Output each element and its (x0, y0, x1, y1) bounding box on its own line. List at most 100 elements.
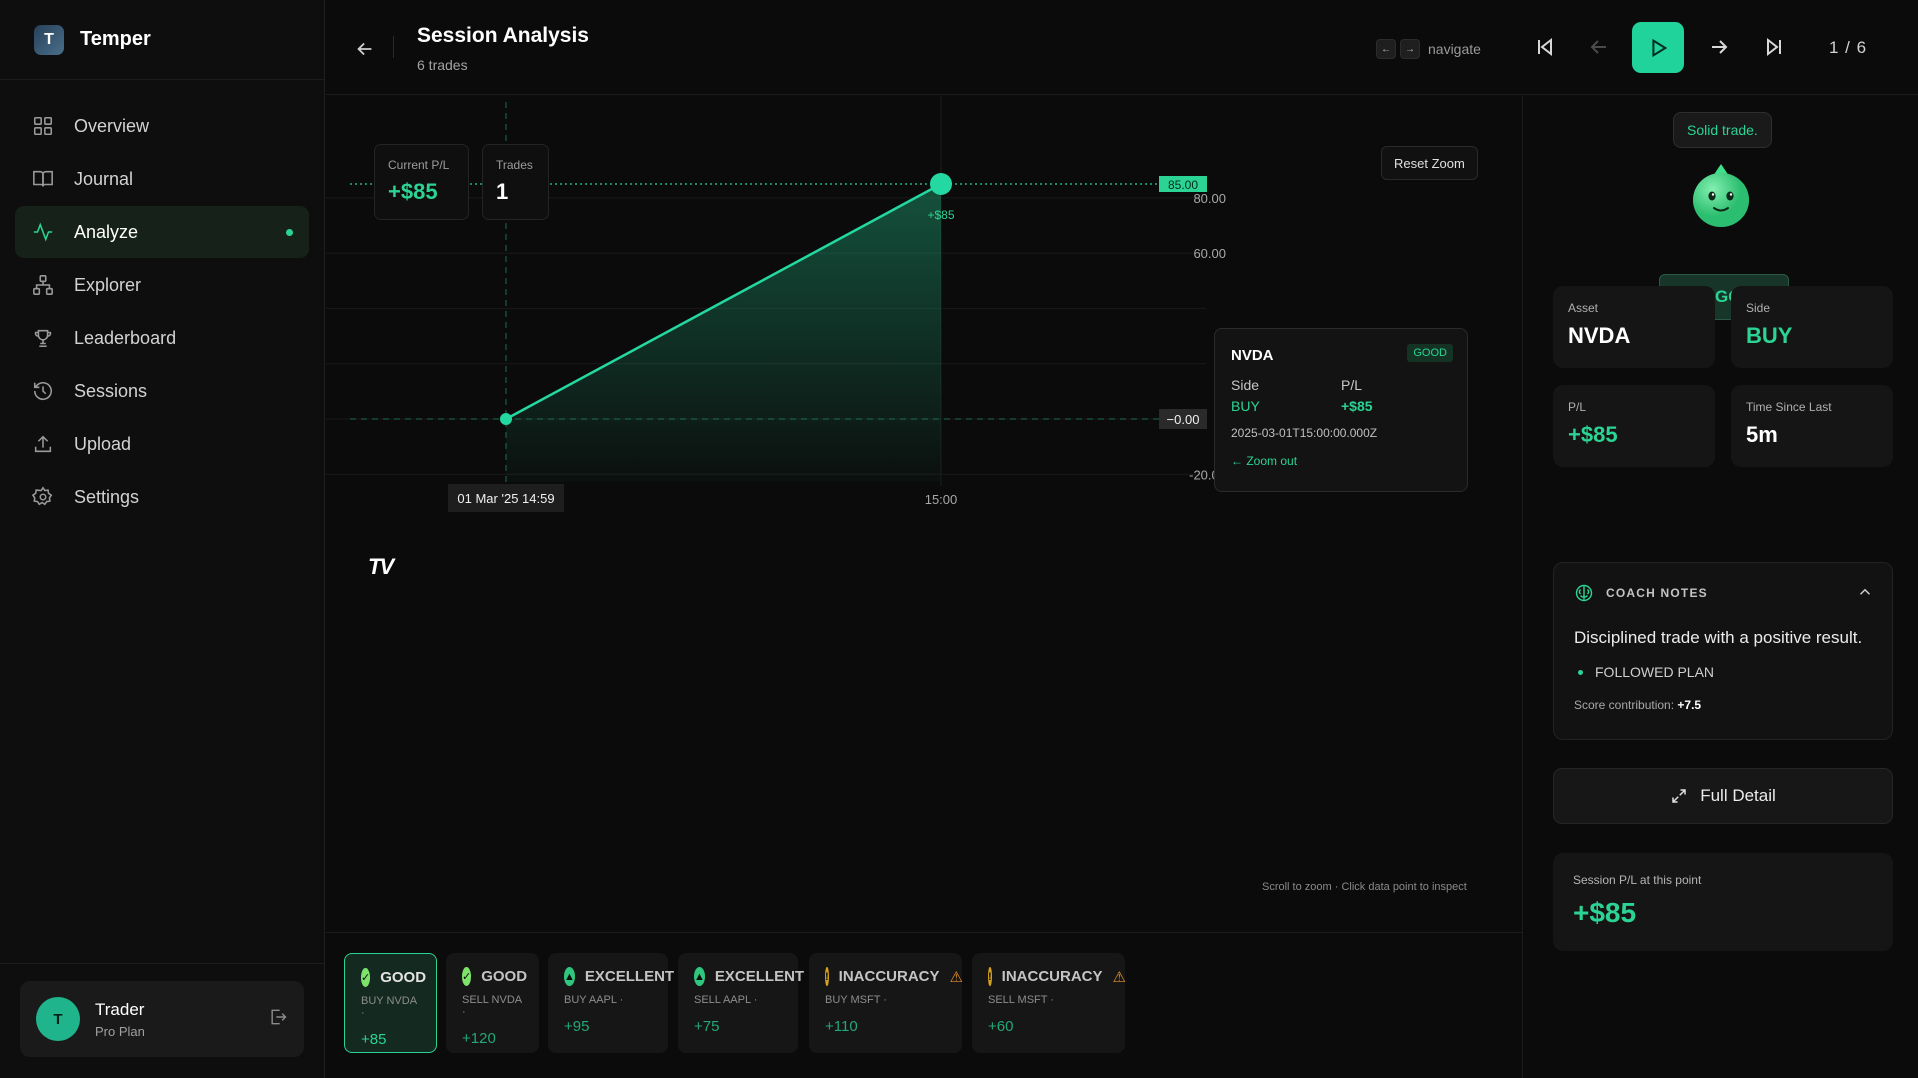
tooltip-timestamp: 2025-03-01T15:00:00.000Z (1231, 426, 1378, 440)
trades-label: Trades (496, 158, 533, 172)
session-pl-label: Session P/L at this point (1573, 873, 1702, 887)
data-label: +$85 (927, 208, 954, 222)
zoom-out-link[interactable]: ← Zoom out (1231, 454, 1298, 468)
y-tick-label: 60.00 (1193, 246, 1226, 261)
expand-icon (1672, 789, 1686, 803)
tooltip-grade-badge: GOOD (1407, 344, 1453, 362)
brand[interactable]: T Temper (0, 0, 324, 80)
trade-description: BUY NVDA · (361, 995, 417, 1019)
page-subtitle: 6 trades (417, 57, 468, 73)
trade-card-header: ✓ GOOD (361, 968, 426, 987)
sidebar-item-upload[interactable]: Upload (15, 418, 309, 470)
skip-to-end-icon[interactable] (1762, 35, 1788, 61)
trade-pl: +110 (825, 1018, 858, 1035)
scroll-hint: Scroll to zoom · Click data point to ins… (1262, 881, 1467, 893)
chart-area[interactable]: +$85 80.00 60.00 -20.00 85.00 −0.00 01 Mar '25… (326, 96, 1522, 931)
data-point (930, 173, 952, 195)
sidebar-item-analyze[interactable]: Analyze (15, 206, 309, 258)
user-card[interactable]: T Trader Pro Plan (20, 981, 304, 1057)
tooltip-pl-label: P/L (1341, 377, 1363, 393)
y-tick-label: 80.00 (1193, 191, 1226, 206)
next-arrow-icon[interactable] (1707, 35, 1733, 61)
sidebar-item-label: Explorer (74, 274, 142, 295)
sidebar-item-label: Analyze (74, 221, 139, 242)
trade-card-header: ▲ EXCELLENT (564, 967, 674, 986)
sidebar-item-label: Leaderboard (74, 327, 177, 348)
back-arrow-icon[interactable] (354, 38, 376, 60)
full-detail-label: Full Detail (1700, 786, 1776, 805)
trade-grade: GOOD (380, 969, 427, 986)
trade-card[interactable]: ▲ EXCELLENT BUY AAPL · +95 (548, 953, 674, 1053)
logout-icon[interactable] (268, 1007, 288, 1032)
coach-notes-title: COACH NOTES (1606, 586, 1708, 600)
session-pl-value: +$85 (1573, 897, 1637, 928)
warning-icon: ⚠ (949, 968, 963, 986)
zero-marker (1159, 409, 1207, 429)
trade-card[interactable]: ! INACCURACY ⚠ BUY MSFT · +110 (809, 953, 963, 1053)
zero-marker-label: −0.00 (1167, 412, 1200, 427)
trade-card-header: ! INACCURACY ⚠ (825, 967, 963, 986)
sidebar-item-sessions[interactable]: Sessions (15, 365, 309, 417)
upload-icon (31, 432, 55, 456)
coach-notes-tag: FOLLOWED PLAN (1574, 664, 1872, 680)
tooltip-grid: Side BUY P/L +$85 (1231, 377, 1451, 414)
session-pl-card: Session P/L at this point +$85 (1553, 853, 1893, 951)
play-button[interactable] (1632, 22, 1684, 73)
thumbs-up-icon: ▲ (564, 967, 575, 986)
trade-description: SELL NVDA · (462, 994, 522, 1018)
trades-stat: Trades 1 (482, 144, 549, 220)
data-point (500, 413, 512, 425)
x-tick-label: 15:00 (925, 492, 958, 507)
pl-card: P/L +$85 (1553, 385, 1715, 467)
sidebar-item-journal[interactable]: Journal (15, 153, 309, 205)
pl-series-line (505, 182, 942, 421)
reset-zoom-button[interactable]: Reset Zoom (1381, 146, 1478, 180)
grid-icon (31, 114, 55, 138)
current-pl-stat: Current P/L +$85 (374, 144, 469, 220)
trade-pl: +120 (462, 1030, 496, 1047)
check-icon: ✓ (462, 967, 472, 986)
trade-card-header: ▲ EXCELLENT (694, 967, 804, 986)
trade-card[interactable]: ✓ GOOD SELL NVDA · +120 (446, 953, 539, 1053)
mascot-icon (1693, 164, 1749, 227)
tooltip-asset: NVDA (1231, 347, 1274, 364)
sidebar: T Temper Overview Journal Analyze Explor… (0, 0, 325, 1078)
side-label: Side (1746, 301, 1771, 315)
coach-notes-header[interactable]: COACH NOTES (1574, 583, 1872, 603)
chevron-up-icon[interactable] (1856, 583, 1874, 601)
score-contribution-label: Score contribution: (1574, 698, 1675, 712)
asset-label: Asset (1568, 301, 1599, 315)
user-name: Trader (95, 999, 145, 1019)
sidebar-nav: Overview Journal Analyze Explorer Leader… (0, 80, 324, 523)
sidebar-item-explorer[interactable]: Explorer (15, 259, 309, 311)
trade-counter: 1 / 6 (1829, 38, 1868, 57)
trade-card-header: ! INACCURACY ⚠ (988, 967, 1126, 986)
sidebar-item-settings[interactable]: Settings (15, 471, 309, 523)
time-since-last-value: 5m (1746, 422, 1778, 447)
right-panel: Solid trade. ✓ GOOD Asset NVDA Side BUY … (1522, 96, 1918, 1078)
current-pl-label: Current P/L (388, 158, 450, 172)
trade-tooltip: NVDA GOOD Side BUY P/L +$85 2025-03-01T1… (1214, 328, 1468, 492)
trade-card[interactable]: ▲ EXCELLENT SELL AAPL · +75 (678, 953, 804, 1053)
full-detail-button[interactable]: Full Detail (1553, 768, 1893, 824)
trade-card-header: ✓ GOOD (462, 967, 527, 986)
sidebar-item-overview[interactable]: Overview (15, 100, 309, 152)
trade-grade: GOOD (481, 968, 528, 985)
skip-to-start-icon[interactable] (1533, 35, 1559, 61)
pl-area (506, 184, 941, 482)
sidebar-item-leaderboard[interactable]: Leaderboard (15, 312, 309, 364)
last-value-marker (1159, 176, 1207, 192)
trade-description: SELL AAPL · (694, 994, 758, 1006)
tooltip-side-label: Side (1231, 377, 1260, 393)
coach-notes-tag-label: FOLLOWED PLAN (1595, 664, 1715, 680)
trade-card[interactable]: ! INACCURACY ⚠ SELL MSFT · +60 (972, 953, 1126, 1053)
pl-label: P/L (1568, 400, 1587, 414)
trade-grade: EXCELLENT (714, 968, 805, 985)
previous-arrow-icon[interactable] (1587, 35, 1613, 61)
keyboard-hint-text: navigate (1428, 41, 1481, 57)
sidebar-item-label: Overview (74, 115, 150, 136)
trophy-icon (31, 326, 55, 350)
trade-card[interactable]: ✓ GOOD BUY NVDA · +85 (344, 953, 437, 1053)
user-info: Trader Pro Plan (95, 1000, 268, 1039)
